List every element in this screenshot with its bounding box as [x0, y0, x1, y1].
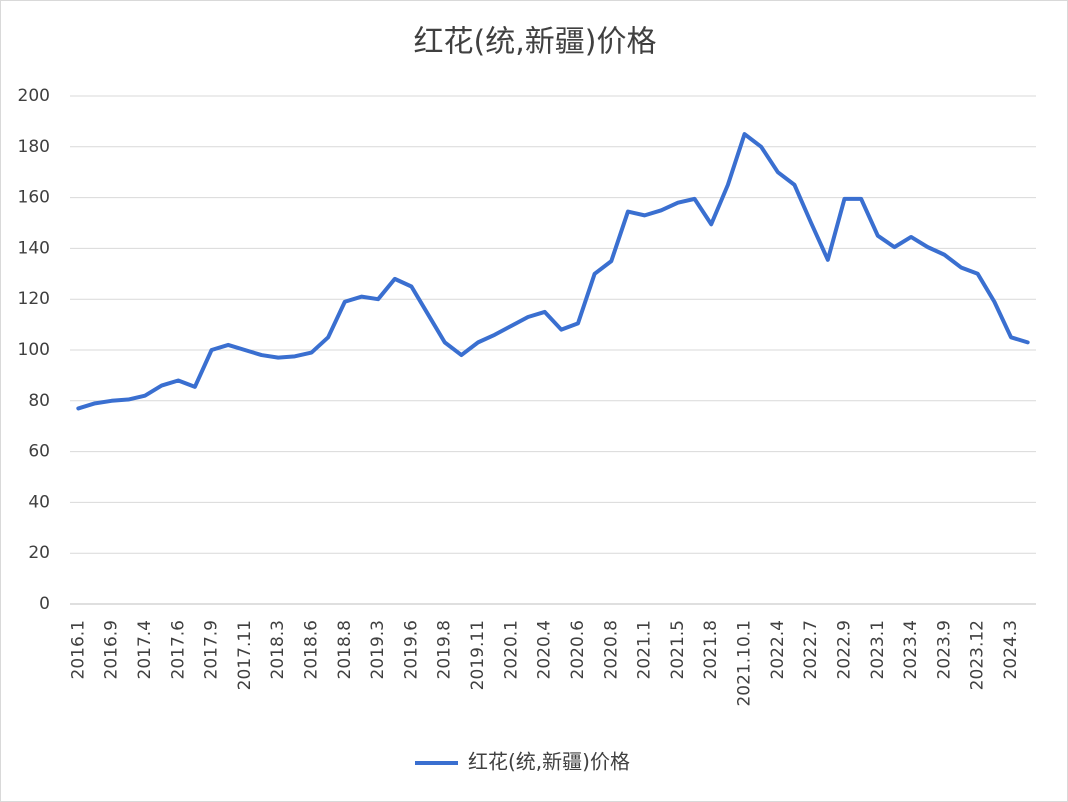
- x-tick-label: 2022.7: [801, 620, 821, 679]
- x-tick-label: 2017.4: [135, 620, 155, 679]
- x-tick-label: 2018.6: [302, 620, 322, 679]
- x-tick-label: 2017.9: [202, 620, 222, 679]
- y-tick-label: 200: [18, 86, 50, 106]
- x-tick-label: 2020.8: [601, 620, 621, 679]
- x-tick-label: 2023.4: [901, 620, 921, 679]
- y-tick-label: 180: [18, 137, 50, 157]
- x-tick-label: 2023.12: [968, 620, 988, 690]
- x-tick-label: 2021.1: [635, 620, 655, 679]
- y-tick-label: 20: [28, 543, 50, 563]
- x-tick-label: 2020.6: [568, 620, 588, 679]
- x-tick-label: 2023.1: [868, 620, 888, 679]
- x-tick-label: 2020.1: [501, 620, 521, 679]
- y-tick-label: 0: [39, 594, 50, 614]
- x-tick-label: 2019.8: [435, 620, 455, 679]
- x-tick-label: 2022.9: [834, 620, 854, 679]
- x-tick-label: 2021.5: [668, 620, 688, 679]
- y-tick-label: 120: [18, 289, 50, 309]
- x-tick-label: 2023.9: [934, 620, 954, 679]
- x-tick-label: 2018.3: [268, 620, 288, 679]
- x-tick-label: 2016.9: [102, 620, 122, 679]
- x-tick-label: 2021.10.1: [735, 620, 755, 707]
- x-tick-label: 2017.11: [235, 620, 255, 690]
- y-tick-label: 40: [28, 492, 50, 512]
- x-tick-label: 2019.6: [401, 620, 421, 679]
- y-tick-label: 140: [18, 238, 50, 258]
- x-tick-label: 2019.11: [468, 620, 488, 690]
- x-tick-label: 2024.3: [1001, 620, 1021, 679]
- legend-label: 红花(统,新疆)价格: [468, 750, 630, 774]
- x-tick-label: 2016.1: [68, 620, 88, 679]
- y-tick-label: 80: [28, 391, 50, 411]
- x-tick-label: 2022.4: [768, 620, 788, 679]
- y-tick-label: 160: [18, 188, 50, 208]
- x-tick-label: 2019.3: [368, 620, 388, 679]
- x-tick-label: 2021.8: [701, 620, 721, 679]
- y-tick-label: 100: [18, 340, 50, 360]
- x-tick-label: 2017.6: [168, 620, 188, 679]
- x-tick-label: 2020.4: [535, 620, 555, 679]
- x-tick-label: 2018.8: [335, 620, 355, 679]
- y-tick-label: 60: [28, 442, 50, 462]
- chart-title: 红花(统,新疆)价格: [414, 25, 657, 60]
- line: [76, 132, 1030, 411]
